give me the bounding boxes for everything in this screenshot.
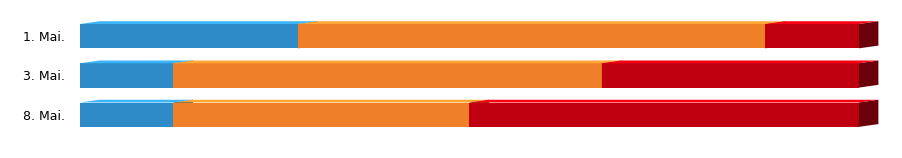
Polygon shape	[173, 61, 621, 63]
Polygon shape	[858, 21, 878, 48]
Polygon shape	[858, 61, 878, 88]
Polygon shape	[858, 100, 878, 127]
FancyBboxPatch shape	[80, 24, 298, 48]
Polygon shape	[765, 21, 878, 24]
FancyBboxPatch shape	[173, 63, 602, 88]
FancyBboxPatch shape	[469, 103, 858, 127]
FancyBboxPatch shape	[80, 63, 173, 88]
Polygon shape	[298, 21, 784, 24]
FancyBboxPatch shape	[173, 103, 469, 127]
FancyBboxPatch shape	[298, 24, 765, 48]
Polygon shape	[80, 21, 318, 24]
Polygon shape	[602, 61, 621, 88]
FancyBboxPatch shape	[765, 24, 858, 48]
Polygon shape	[765, 21, 784, 48]
Polygon shape	[173, 100, 193, 127]
Polygon shape	[173, 61, 193, 88]
FancyBboxPatch shape	[80, 103, 173, 127]
Polygon shape	[80, 100, 193, 103]
Polygon shape	[80, 61, 193, 63]
Polygon shape	[469, 100, 878, 103]
FancyBboxPatch shape	[602, 63, 858, 88]
Polygon shape	[469, 100, 488, 127]
Polygon shape	[602, 61, 878, 63]
Polygon shape	[173, 100, 488, 103]
Polygon shape	[298, 21, 318, 48]
